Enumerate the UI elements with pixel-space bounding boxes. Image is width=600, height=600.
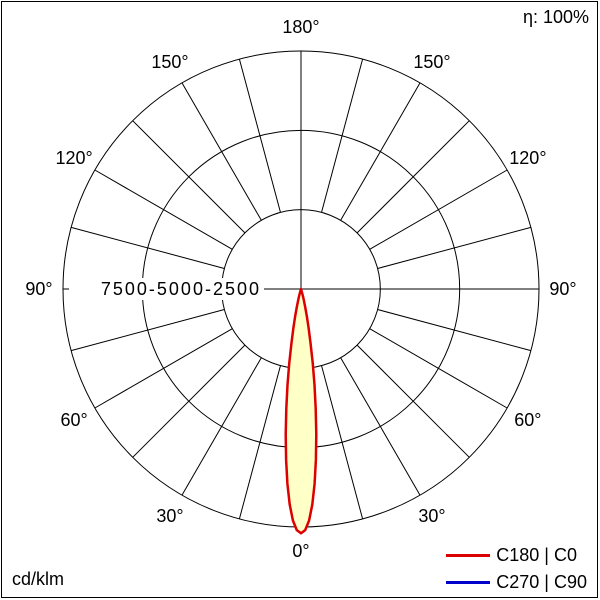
grid-spoke	[321, 58, 364, 213]
grid-spoke	[238, 58, 281, 213]
efficiency-label: η: 100%	[522, 7, 589, 27]
grid-spoke	[181, 82, 262, 221]
angle-label: 180°	[282, 17, 319, 37]
radial-tick-labels: 7500-5000-2500	[101, 279, 261, 299]
angle-label: 120°	[55, 148, 92, 168]
angle-label: 30°	[418, 506, 445, 526]
unit-label: cd/klm	[12, 569, 65, 589]
grid-spoke	[70, 226, 225, 269]
grid-spoke	[94, 169, 233, 250]
grid-spoke	[340, 357, 421, 496]
angle-label: 90°	[549, 279, 576, 299]
grid-spoke	[377, 226, 532, 269]
angle-label: 30°	[156, 506, 183, 526]
legend: C180 | C0 C270 | C90	[446, 545, 587, 593]
angle-label: 60°	[60, 410, 87, 430]
grid-spoke	[181, 357, 262, 496]
legend-line-c90-blue	[446, 581, 491, 584]
grid-spoke	[238, 365, 281, 520]
angle-label: 150°	[413, 52, 450, 72]
angle-label: 0°	[292, 541, 309, 561]
angle-label: 150°	[151, 52, 188, 72]
grid-spoke	[70, 309, 225, 352]
angle-label: 90°	[25, 279, 52, 299]
grid-spoke	[94, 328, 233, 409]
grid-spoke	[340, 82, 421, 221]
grid-spoke	[369, 328, 508, 409]
angle-label: 120°	[509, 148, 546, 168]
grid-spoke	[369, 169, 508, 250]
grid-spoke	[356, 344, 470, 458]
grid-spoke	[132, 344, 246, 458]
grid-spoke	[377, 309, 532, 352]
legend-item-c90: C270 | C90	[446, 572, 587, 593]
intensity-curve-c0	[284, 287, 318, 535]
radial-tick-label-bg	[69, 278, 264, 300]
legend-label-c0: C180 | C0	[496, 545, 577, 565]
angle-label: 60°	[514, 410, 541, 430]
legend-line-c0-red	[446, 554, 491, 557]
grid-spoke	[132, 120, 246, 234]
grid-spoke	[356, 120, 470, 234]
legend-item-c0: C180 | C0	[446, 545, 587, 566]
grid-spoke	[321, 365, 364, 520]
legend-label-c90: C270 | C90	[496, 572, 587, 592]
